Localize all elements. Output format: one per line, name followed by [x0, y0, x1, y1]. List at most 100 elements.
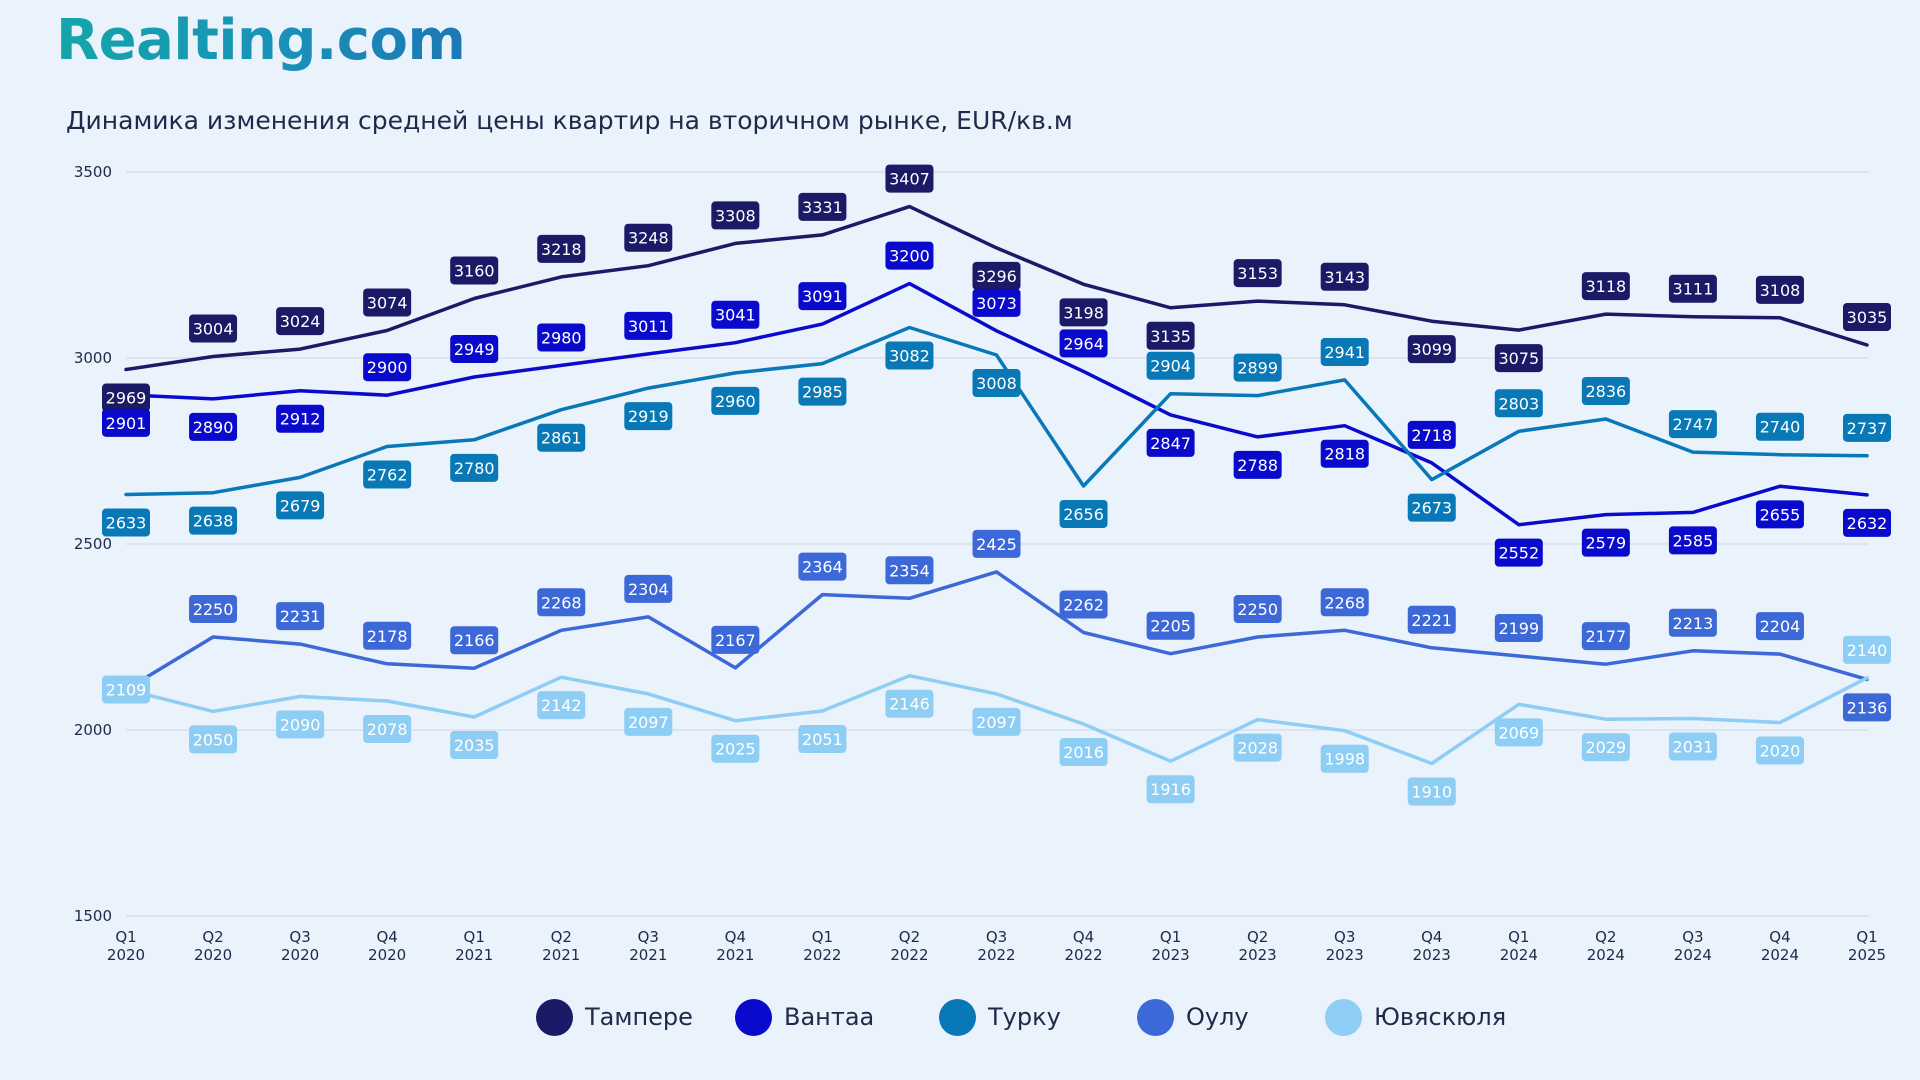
data-label-text: 2199 — [1498, 619, 1539, 638]
data-label-text: 2673 — [1411, 499, 1452, 518]
data-label: 2964 — [1059, 329, 1108, 358]
data-label-box — [537, 423, 586, 452]
data-label: 2142 — [537, 691, 586, 720]
data-label-text: 2231 — [280, 607, 321, 626]
data-label-text: 2425 — [976, 535, 1017, 554]
data-label-text: 3331 — [802, 198, 843, 217]
grid-layer: 1500 2000 2500 3000 3500 — [74, 163, 1869, 925]
x-tick-label: Q2 2022 — [890, 928, 928, 964]
data-label-text: 2097 — [628, 713, 669, 732]
data-label-text: 2861 — [541, 429, 582, 448]
data-label: 2035 — [450, 730, 499, 759]
chart-title: Динамика изменения средней цены квартир … — [66, 106, 1073, 135]
data-label-box — [1755, 500, 1804, 529]
data-label-box — [537, 691, 586, 720]
data-label-text: 3099 — [1411, 340, 1452, 359]
data-label-box — [1059, 298, 1108, 327]
x-axis: Q1 2020 Q2 2020 Q3 2020 Q4 2020 Q1 2021 Q2 2021 Q3 20… — [107, 928, 1886, 964]
data-label-text: 2354 — [889, 561, 930, 580]
data-label-box — [1843, 508, 1891, 537]
data-label-box — [972, 261, 1021, 290]
data-label-box — [537, 588, 586, 617]
data-label: 2788 — [1233, 450, 1282, 479]
x-tick-label: Q3 2024 — [1674, 928, 1712, 964]
data-label-text: 2638 — [193, 512, 234, 531]
data-label-box — [189, 314, 238, 343]
data-label-text: 3218 — [541, 240, 582, 259]
data-label-text: 1998 — [1324, 750, 1365, 769]
data-label: 2425 — [972, 529, 1021, 558]
data-label: 2136 — [1843, 693, 1891, 722]
data-label-text: 2949 — [454, 340, 495, 359]
series-lines — [124, 204, 1869, 766]
data-label-box — [711, 625, 760, 654]
data-label-text: 2097 — [976, 713, 1017, 732]
data-label-text: 2031 — [1673, 737, 1714, 756]
data-label-text: 3248 — [628, 229, 669, 248]
legend-swatch — [536, 998, 573, 1036]
x-tick-label: Q1 2021 — [455, 928, 493, 964]
data-label: 2904 — [1146, 351, 1195, 380]
data-label: 3024 — [276, 307, 325, 336]
data-label: 2069 — [1494, 718, 1543, 747]
data-label-text: 2919 — [628, 407, 669, 426]
x-tick-label: Q4 2024 — [1761, 928, 1799, 964]
data-label-box — [798, 192, 847, 221]
legend-swatch — [735, 998, 772, 1036]
data-label-box — [885, 241, 934, 270]
data-label-text: 3296 — [976, 267, 1017, 286]
y-tick-label: 3500 — [74, 163, 112, 181]
data-label-text: 2204 — [1760, 617, 1801, 636]
data-label-text: 3111 — [1673, 280, 1714, 299]
data-label: 2780 — [450, 453, 499, 482]
data-label-box — [189, 412, 238, 441]
data-label-text: 3091 — [802, 287, 843, 306]
data-label-text: 2250 — [193, 600, 234, 619]
data-label: 2109 — [102, 675, 150, 704]
data-label: 3074 — [363, 288, 412, 317]
x-tick-label: Q2 2020 — [194, 928, 232, 964]
data-label: 2737 — [1843, 413, 1891, 442]
data-label-box — [885, 556, 934, 585]
data-label-box — [711, 386, 760, 415]
legend-swatch — [1137, 998, 1174, 1036]
data-label: 3153 — [1233, 259, 1282, 288]
data-label-text: 3308 — [715, 206, 756, 225]
data-label: 2140 — [1843, 635, 1891, 664]
data-label: 2268 — [1320, 588, 1369, 617]
data-label: 2912 — [276, 404, 325, 433]
data-label-box — [1059, 499, 1108, 528]
x-tick-label: Q3 2020 — [281, 928, 319, 964]
data-label-text: 2633 — [106, 514, 147, 533]
data-label: 2262 — [1059, 590, 1108, 619]
data-label-text: 3082 — [889, 346, 930, 365]
data-label-text: 3035 — [1847, 308, 1888, 327]
data-label-text: 2747 — [1673, 415, 1714, 434]
legend-label: Тампере — [585, 1003, 693, 1031]
data-label-box — [1233, 733, 1282, 762]
legend-item: Оулу — [1137, 992, 1249, 1042]
data-label-text: 2051 — [802, 730, 843, 749]
data-label-box — [1668, 732, 1717, 761]
data-label-box — [102, 408, 150, 437]
data-label-box — [450, 453, 499, 482]
data-label-text: 3160 — [454, 261, 495, 280]
data-label-text: 2941 — [1324, 343, 1365, 362]
data-label-box — [450, 256, 499, 285]
series-line — [124, 281, 1869, 527]
series-line — [124, 570, 1869, 692]
data-label: 2354 — [885, 556, 934, 585]
data-label-box — [276, 404, 325, 433]
data-label-text: 3073 — [976, 294, 1017, 313]
data-label: 3075 — [1494, 344, 1543, 373]
data-label: 2250 — [1233, 595, 1282, 623]
data-label: 3108 — [1755, 275, 1804, 304]
data-label-box — [1407, 777, 1456, 806]
data-label-text: 2035 — [454, 736, 495, 755]
data-label-text: 3200 — [889, 247, 930, 266]
data-label-box — [1668, 410, 1717, 439]
data-label-text: 3024 — [280, 312, 321, 331]
data-label-text: 2166 — [454, 631, 495, 650]
data-label: 2020 — [1755, 736, 1804, 765]
data-label-text: 3118 — [1585, 277, 1626, 296]
